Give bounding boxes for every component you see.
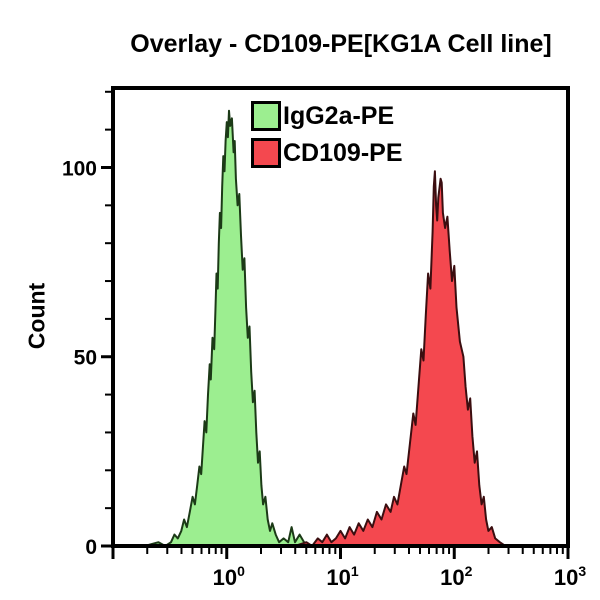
histogram-CD109-PE bbox=[294, 170, 524, 547]
y-tick-label: 100 bbox=[62, 157, 97, 180]
plot-frame bbox=[111, 86, 570, 548]
legend-swatch-green bbox=[251, 101, 281, 131]
histogram-IgG2a-PE bbox=[117, 109, 325, 547]
legend-label-igg2a: IgG2a-PE bbox=[283, 101, 395, 130]
legend: IgG2a-PE CD109-PE bbox=[251, 101, 403, 168]
x-tick-label: 102 bbox=[440, 563, 472, 590]
x-tick-label: 100 bbox=[213, 563, 245, 590]
legend-item-igg2a: IgG2a-PE bbox=[251, 101, 403, 131]
x-tick-label: 101 bbox=[326, 563, 358, 590]
y-tick-label: 0 bbox=[85, 536, 97, 559]
legend-swatch-red bbox=[251, 138, 281, 168]
y-tick-label: 50 bbox=[74, 347, 97, 370]
chart-title: Overlay - CD109-PE[KG1A Cell line] bbox=[130, 30, 552, 58]
legend-item-cd109: CD109-PE bbox=[251, 138, 403, 168]
x-tick-label: 103 bbox=[554, 563, 586, 590]
legend-label-cd109: CD109-PE bbox=[283, 138, 403, 167]
